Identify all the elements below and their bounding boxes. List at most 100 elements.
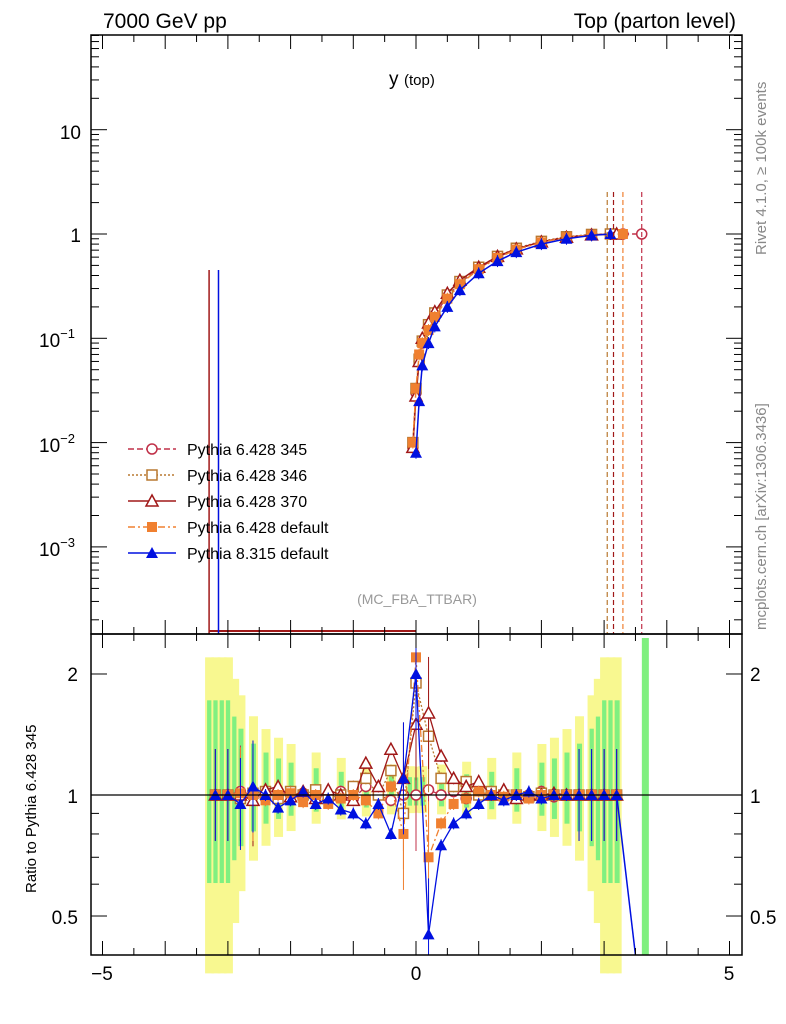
ratio-ytick-0.5-right: 0.5 (750, 908, 776, 929)
ratio-point (383, 741, 399, 755)
data-point (453, 284, 466, 296)
plot-title: y (389, 69, 399, 90)
ratio-point (373, 808, 384, 819)
legend-label-4: Pythia 8.315 default (187, 546, 329, 563)
ratio-point (497, 794, 510, 806)
ratio-band-inner (232, 716, 238, 861)
legend-label-2: Pythia 6.428 370 (187, 494, 307, 511)
axes (91, 35, 742, 956)
data-point (560, 232, 573, 244)
ratio-point (297, 785, 310, 797)
ytick-10: 10 (60, 123, 81, 144)
ratio-point (309, 797, 322, 809)
data-point (407, 437, 418, 448)
data-point (535, 238, 548, 250)
ratio-ytick-2-left: 2 (67, 665, 78, 686)
ratio-point (358, 755, 374, 769)
data-point (413, 395, 426, 407)
ratio-dropoff (615, 794, 637, 956)
ratio-band-inner (595, 716, 601, 861)
ratio-ytick-1-right: 1 (750, 787, 761, 808)
header-collision: 7000 GeV pp (103, 10, 227, 33)
ratio-band-inner (608, 700, 614, 884)
main-frame (90, 34, 743, 635)
ratio-point (461, 793, 472, 804)
series-line-2 (412, 233, 617, 448)
ratio-point (472, 797, 485, 809)
ratio-point (385, 764, 397, 777)
analysis-tag: (MC_FBA_TTBAR) (357, 591, 477, 607)
ratio-point (448, 798, 459, 809)
ratio-ylabel: Ratio to Pythia 6.428 345 (23, 725, 40, 893)
ratio-ytick-1-left: 1 (67, 787, 78, 808)
ratio-point (460, 807, 473, 819)
data-point (417, 338, 428, 349)
ratio-point (422, 928, 435, 940)
ratio-point (384, 827, 397, 839)
legend-marker-4 (146, 547, 158, 558)
ytick-0.01: 10−2 (39, 431, 75, 457)
ratio-point (322, 792, 335, 804)
header-process: Top (parton level) (574, 10, 736, 33)
series-0 (407, 228, 648, 454)
ytick-0.1: 10−1 (39, 326, 75, 352)
data-point (429, 312, 440, 323)
ratio-series-4 (209, 634, 623, 955)
ratio-point (435, 772, 447, 785)
ratio-point (359, 817, 372, 829)
xtick-minus5: −5 (91, 964, 113, 985)
data-point (416, 359, 429, 371)
ratio-point (522, 785, 535, 797)
ratio-point (298, 797, 309, 808)
legend-marker-0 (146, 443, 158, 455)
ratio-band-inner (207, 700, 213, 884)
data-point (491, 255, 504, 267)
ratio-ytick-2-right: 2 (750, 665, 761, 686)
ratio-point (436, 818, 447, 829)
data-point (422, 337, 435, 349)
data-point (585, 229, 598, 241)
plot-title-sub: (top) (404, 72, 435, 89)
series-1 (407, 228, 617, 449)
legend-label-0: Pythia 6.428 345 (187, 442, 307, 459)
ratio-point (334, 803, 347, 815)
ratio-point (435, 839, 448, 851)
series-line-4 (415, 233, 611, 453)
ratio-point (447, 817, 460, 829)
series-line-1 (412, 233, 611, 443)
data-point (423, 325, 434, 336)
ratio-band-edge (641, 638, 649, 955)
legend-marker-3 (147, 522, 157, 532)
ratio-point (385, 781, 396, 792)
legend: Pythia 6.428 345 Pythia 6.428 346 Pythia… (128, 442, 329, 563)
ratio-point (234, 797, 247, 809)
xtick-5: 5 (724, 964, 735, 985)
data-point (472, 267, 485, 279)
ratio-bands (205, 638, 649, 974)
ratio-point (246, 780, 259, 792)
series-2 (405, 226, 624, 454)
ratio-band-inner (219, 700, 225, 884)
ratio-point (458, 778, 474, 793)
series-4 (410, 228, 617, 459)
ratio-ytick-0.5-left: 0.5 (52, 908, 78, 929)
ratio-point (410, 667, 422, 679)
ratio-point (347, 807, 360, 819)
ratio-point (371, 778, 386, 793)
data-point (414, 349, 425, 360)
ratio-point (535, 792, 548, 804)
rivet-label: Rivet 4.1.0, ≥ 100k events (753, 82, 770, 255)
xtick-0: 0 (411, 964, 422, 985)
ratio-point (446, 770, 461, 785)
ratio-point (433, 748, 449, 762)
legend-label-1: Pythia 6.428 346 (187, 468, 307, 485)
ratio-band-inner (420, 777, 426, 806)
ratio-point (523, 793, 534, 804)
ratio-point (421, 705, 436, 719)
ratio-point (284, 794, 297, 806)
ratio-point (272, 801, 285, 813)
data-point (411, 383, 421, 394)
data-point (428, 320, 441, 332)
ratio-point (285, 788, 296, 799)
